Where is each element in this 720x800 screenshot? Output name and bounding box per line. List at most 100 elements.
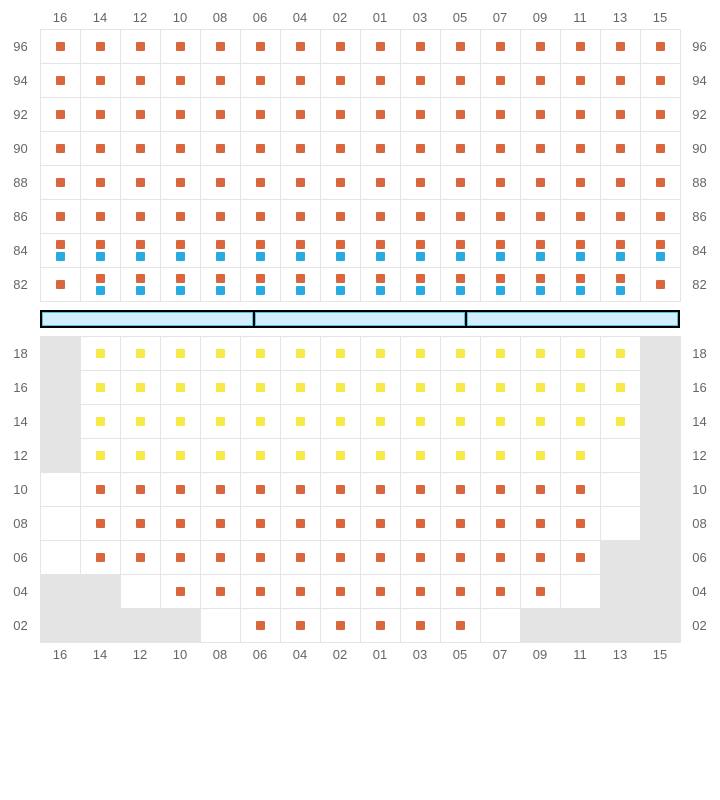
seat-marker[interactable] [616, 178, 625, 187]
seat-marker[interactable] [656, 252, 665, 261]
seat-marker[interactable] [616, 212, 625, 221]
seat-marker[interactable] [496, 212, 505, 221]
seat-marker[interactable] [376, 519, 385, 528]
seat-marker[interactable] [376, 451, 385, 460]
seat-marker[interactable] [216, 42, 225, 51]
seat-marker[interactable] [176, 587, 185, 596]
seat-marker[interactable] [416, 485, 425, 494]
seat-marker[interactable] [496, 252, 505, 261]
seat-marker[interactable] [176, 178, 185, 187]
seat-marker[interactable] [416, 349, 425, 358]
seat-marker[interactable] [376, 240, 385, 249]
seat-marker[interactable] [176, 286, 185, 295]
seat-marker[interactable] [416, 519, 425, 528]
seat-marker[interactable] [496, 274, 505, 283]
seat-marker[interactable] [536, 144, 545, 153]
seat-marker[interactable] [616, 76, 625, 85]
seat-marker[interactable] [176, 553, 185, 562]
seat-marker[interactable] [96, 274, 105, 283]
seat-marker[interactable] [336, 240, 345, 249]
seat-marker[interactable] [416, 621, 425, 630]
seat-marker[interactable] [496, 587, 505, 596]
seat-marker[interactable] [536, 587, 545, 596]
seat-marker[interactable] [376, 76, 385, 85]
seat-marker[interactable] [336, 110, 345, 119]
seat-marker[interactable] [176, 519, 185, 528]
seat-marker[interactable] [536, 519, 545, 528]
seat-marker[interactable] [296, 587, 305, 596]
seat-marker[interactable] [576, 349, 585, 358]
seat-marker[interactable] [216, 212, 225, 221]
seat-marker[interactable] [296, 621, 305, 630]
seat-marker[interactable] [136, 76, 145, 85]
seat-marker[interactable] [616, 383, 625, 392]
seat-marker[interactable] [496, 76, 505, 85]
seat-marker[interactable] [576, 383, 585, 392]
seat-marker[interactable] [96, 212, 105, 221]
seat-marker[interactable] [456, 252, 465, 261]
seat-marker[interactable] [416, 286, 425, 295]
seat-marker[interactable] [56, 110, 65, 119]
seat-marker[interactable] [296, 76, 305, 85]
seat-marker[interactable] [536, 212, 545, 221]
seat-marker[interactable] [336, 349, 345, 358]
seat-marker[interactable] [176, 417, 185, 426]
seat-marker[interactable] [96, 519, 105, 528]
seat-marker[interactable] [496, 485, 505, 494]
seat-marker[interactable] [456, 76, 465, 85]
seat-marker[interactable] [456, 212, 465, 221]
seat-marker[interactable] [176, 42, 185, 51]
seat-marker[interactable] [576, 274, 585, 283]
seat-marker[interactable] [216, 274, 225, 283]
seat-marker[interactable] [496, 349, 505, 358]
seat-marker[interactable] [616, 144, 625, 153]
seat-marker[interactable] [496, 286, 505, 295]
seat-marker[interactable] [416, 587, 425, 596]
seat-marker[interactable] [376, 178, 385, 187]
seat-marker[interactable] [376, 274, 385, 283]
seat-marker[interactable] [136, 42, 145, 51]
seat-marker[interactable] [416, 76, 425, 85]
seat-marker[interactable] [336, 286, 345, 295]
seat-marker[interactable] [96, 349, 105, 358]
seat-marker[interactable] [456, 621, 465, 630]
seat-marker[interactable] [336, 383, 345, 392]
seat-marker[interactable] [616, 240, 625, 249]
seat-marker[interactable] [616, 252, 625, 261]
seat-marker[interactable] [496, 519, 505, 528]
seat-marker[interactable] [296, 451, 305, 460]
seat-marker[interactable] [336, 417, 345, 426]
seat-marker[interactable] [296, 553, 305, 562]
seat-marker[interactable] [376, 587, 385, 596]
seat-marker[interactable] [136, 417, 145, 426]
seat-marker[interactable] [216, 417, 225, 426]
seat-marker[interactable] [576, 286, 585, 295]
seat-marker[interactable] [256, 252, 265, 261]
seat-marker[interactable] [56, 240, 65, 249]
seat-marker[interactable] [256, 519, 265, 528]
seat-marker[interactable] [376, 485, 385, 494]
seat-marker[interactable] [536, 286, 545, 295]
seat-marker[interactable] [536, 451, 545, 460]
seat-marker[interactable] [56, 76, 65, 85]
seat-marker[interactable] [416, 553, 425, 562]
seat-marker[interactable] [56, 178, 65, 187]
seat-marker[interactable] [296, 349, 305, 358]
seat-marker[interactable] [336, 42, 345, 51]
seat-marker[interactable] [416, 383, 425, 392]
seat-marker[interactable] [96, 178, 105, 187]
seat-marker[interactable] [296, 485, 305, 494]
seat-marker[interactable] [496, 417, 505, 426]
seat-marker[interactable] [376, 383, 385, 392]
seat-marker[interactable] [136, 451, 145, 460]
seat-marker[interactable] [456, 178, 465, 187]
seat-marker[interactable] [576, 417, 585, 426]
seat-marker[interactable] [296, 252, 305, 261]
seat-marker[interactable] [176, 252, 185, 261]
seat-marker[interactable] [256, 621, 265, 630]
seat-marker[interactable] [336, 252, 345, 261]
seat-marker[interactable] [96, 485, 105, 494]
seat-marker[interactable] [176, 144, 185, 153]
seat-marker[interactable] [536, 417, 545, 426]
seat-marker[interactable] [336, 621, 345, 630]
